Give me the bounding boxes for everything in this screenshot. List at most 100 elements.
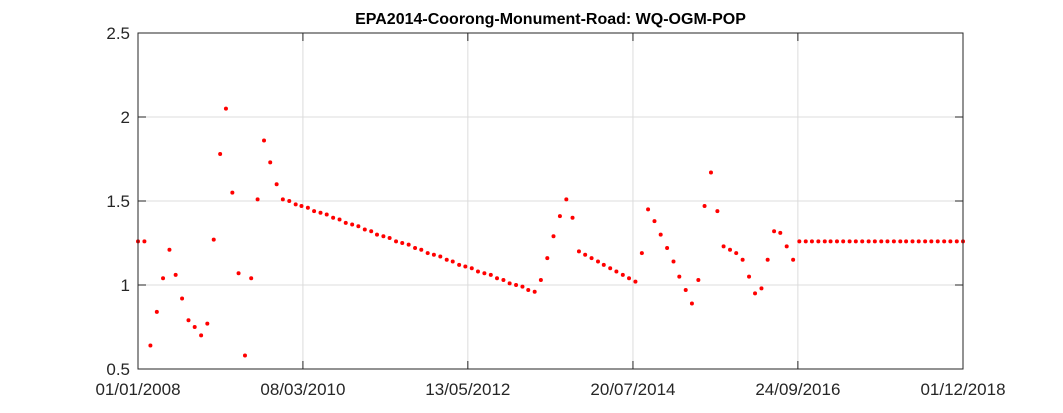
data-point [457,262,462,267]
data-point [180,296,185,301]
tick-marks [137,32,964,370]
data-point [495,276,500,281]
data-point [658,232,663,237]
y-axis-tick-labels: 0.5 1 1.5 2 2.5 [106,24,130,379]
x-tick-label: 24/09/2016 [755,380,840,399]
data-point [318,210,323,215]
y-tick-label: 2.5 [106,24,130,43]
data-point [576,249,581,254]
data-point [721,244,726,249]
data-point [394,239,399,244]
data-point [910,239,915,244]
data-point [954,239,959,244]
data-point [205,321,210,326]
data-point [646,207,651,212]
y-tick-label: 1.5 [106,192,130,211]
data-point [287,199,292,203]
data-point [438,254,443,259]
data-point [400,241,405,245]
x-tick-label: 08/03/2010 [260,380,345,399]
data-point [879,239,884,244]
data-point [772,229,777,234]
data-point [689,301,694,306]
data-point [589,256,594,261]
data-point [431,252,436,257]
data-point [753,291,758,296]
data-point [633,279,638,284]
data-point [923,239,928,244]
data-point [324,212,329,217]
data-point [362,227,367,232]
data-point [747,274,752,279]
data-point [614,269,619,274]
data-point [343,220,348,225]
data-point [425,251,430,256]
data-point [778,230,783,235]
data-point [872,239,877,244]
data-point [280,197,285,202]
data-point [853,239,858,244]
x-axis-tick-labels: 01/01/2008 08/03/2010 13/05/2012 20/07/2014… [95,380,1005,399]
y-tick-label: 0.5 [106,360,130,379]
data-point [665,246,670,251]
data-point [608,266,613,271]
data-point [809,239,814,244]
data-point [526,288,531,293]
data-point [916,239,921,244]
data-point [734,251,739,256]
data-point [891,239,896,244]
data-point [841,239,846,244]
x-tick-label: 01/12/2018 [920,380,1005,399]
data-point [929,239,934,244]
data-point [173,272,178,277]
data-point [274,182,279,187]
data-point [822,239,827,244]
data-point [413,246,418,251]
data-point [242,353,247,358]
data-point [740,257,745,262]
data-point [898,239,903,244]
data-point [715,209,720,214]
data-point [708,170,713,175]
data-point [904,239,909,244]
data-point [167,247,172,252]
data-point [312,209,317,214]
y-tick-label: 2 [121,108,130,127]
data-point [803,239,808,244]
data-point [834,239,839,244]
data-point [255,197,260,202]
chart-title: EPA2014-Coorong-Monument-Road: WQ-OGM-PO… [355,11,746,28]
x-tick-label: 13/05/2012 [425,380,510,399]
data-point [262,138,267,143]
data-point [520,284,525,289]
data-point [350,222,355,227]
data-point [935,239,940,244]
data-point [816,239,821,244]
data-point [885,239,890,244]
data-point [601,262,606,267]
data-point [387,235,392,240]
data-point [759,286,764,291]
data-point [583,252,588,257]
data-point [728,247,733,252]
data-point [223,106,228,111]
data-point [791,257,796,262]
data-point [797,239,802,244]
data-point [784,244,789,249]
data-point [942,239,947,244]
data-point [299,204,304,209]
data-point [369,229,374,234]
data-point [551,234,556,239]
data-point [538,277,543,282]
data-point [268,160,273,165]
data-point [331,215,336,220]
data-point [406,242,411,247]
data-point [866,239,871,244]
data-point [627,276,632,281]
data-point [507,281,512,286]
data-point [828,239,833,244]
data-point [557,214,562,219]
data-point [192,325,197,329]
data-point [381,234,386,239]
